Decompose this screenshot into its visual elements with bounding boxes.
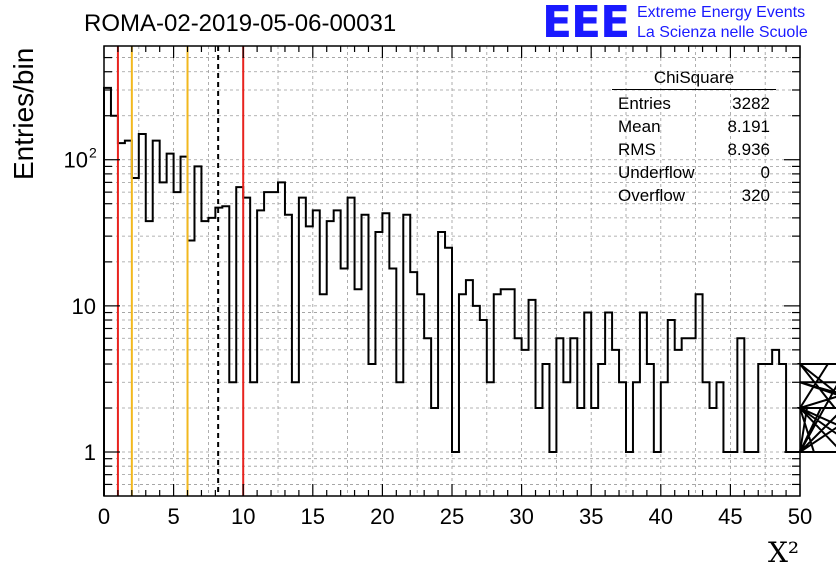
x-tick-label: 35 xyxy=(579,504,603,529)
x-tick-label: 50 xyxy=(788,504,812,529)
stats-value: 8.936 xyxy=(727,140,770,159)
x-tick-label: 0 xyxy=(98,504,110,529)
x-tick-label: 20 xyxy=(370,504,394,529)
stats-value: 8.191 xyxy=(727,117,770,136)
stats-label: Overflow xyxy=(618,186,686,205)
stats-value: 0 xyxy=(760,163,770,182)
chart-title: ROMA-02-2019-05-06-00031 xyxy=(84,10,397,37)
y-tick-label: 1 xyxy=(84,440,96,465)
reference-lines xyxy=(116,46,245,496)
x-tick-label: 15 xyxy=(301,504,325,529)
stats-label: Mean xyxy=(618,117,661,136)
y-tick-label: 10 xyxy=(72,294,96,319)
x-tick-label: 30 xyxy=(509,504,533,529)
stats-label: RMS xyxy=(618,140,656,159)
eee-logo: EEE xyxy=(542,0,630,48)
x-tick-label: 5 xyxy=(167,504,179,529)
logo-caption-line1: Extreme Energy Events xyxy=(637,4,806,21)
y-tick-label-exponent: 2 xyxy=(89,145,97,161)
stats-label: Underflow xyxy=(618,163,695,182)
logo-caption-line2: La Scienza nelle Scuole xyxy=(637,24,808,41)
x-tick-label: 10 xyxy=(231,504,255,529)
y-tick-label: 10 xyxy=(64,148,88,173)
stats-row-mean: Mean 8.191 xyxy=(612,115,776,138)
x-axis-label: X² xyxy=(768,536,800,569)
x-tick-label: 40 xyxy=(649,504,673,529)
stats-value: 320 xyxy=(741,186,770,205)
y-axis-label: Entries/bin xyxy=(8,47,39,180)
stats-title: ChiSquare xyxy=(612,68,776,90)
stats-row-rms: RMS 8.936 xyxy=(612,138,776,161)
stats-box: ChiSquare Entries 3282 Mean 8.191 RMS 8.… xyxy=(612,68,776,207)
stats-label: Entries xyxy=(618,94,671,113)
axis-ticks xyxy=(103,46,801,496)
stats-row-underflow: Underflow 0 xyxy=(612,161,776,184)
x-tick-label: 25 xyxy=(440,504,464,529)
histogram-series xyxy=(103,86,836,496)
stats-value: 3282 xyxy=(732,94,770,113)
stats-row-overflow: Overflow 320 xyxy=(612,184,776,207)
histogram-outline xyxy=(103,86,836,496)
x-tick-label: 45 xyxy=(718,504,742,529)
stats-row-entries: Entries 3282 xyxy=(612,92,776,115)
logo-caption: Extreme Energy Events La Scienza nelle S… xyxy=(637,3,808,43)
